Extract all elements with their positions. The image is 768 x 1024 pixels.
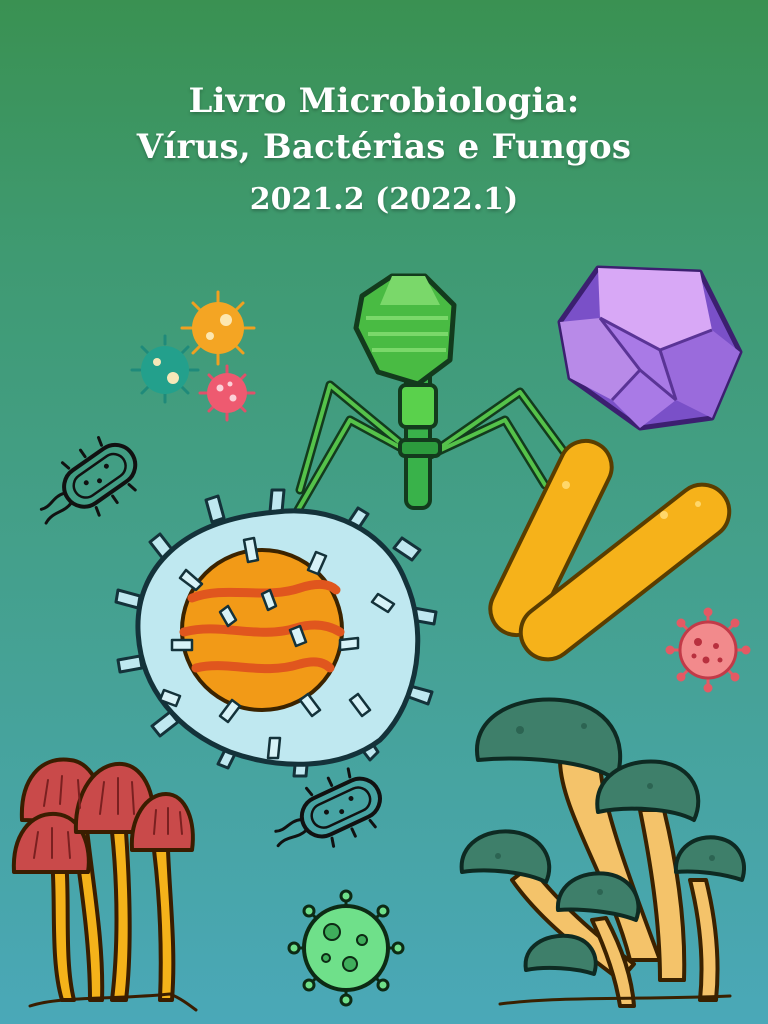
coronavirus-icon	[665, 607, 751, 693]
edition-label: 2021.2 (2022.1)	[249, 182, 519, 217]
bacteriophage-icon	[293, 273, 575, 515]
rod-bacteria-icon	[488, 438, 732, 662]
green-coronavirus-icon	[287, 889, 405, 1007]
small-viruses-cluster-icon	[130, 290, 256, 422]
book-title-line-2: Vírus, Bactérias e Fungos	[136, 127, 632, 167]
flagellated-bacterium-icon	[39, 436, 138, 525]
green-mushrooms-icon	[459, 697, 746, 1008]
spiky-virus-cell-icon	[114, 488, 438, 778]
flagellated-bacterium-icon	[274, 767, 382, 848]
book-title-line-1: Livro Microbiologia:	[188, 81, 580, 121]
cover-title-block: Livro Microbiologia: Vírus, Bactérias e …	[0, 78, 768, 220]
red-mushrooms-icon	[11, 757, 198, 1012]
icosahedral-capsid-icon	[557, 265, 743, 431]
